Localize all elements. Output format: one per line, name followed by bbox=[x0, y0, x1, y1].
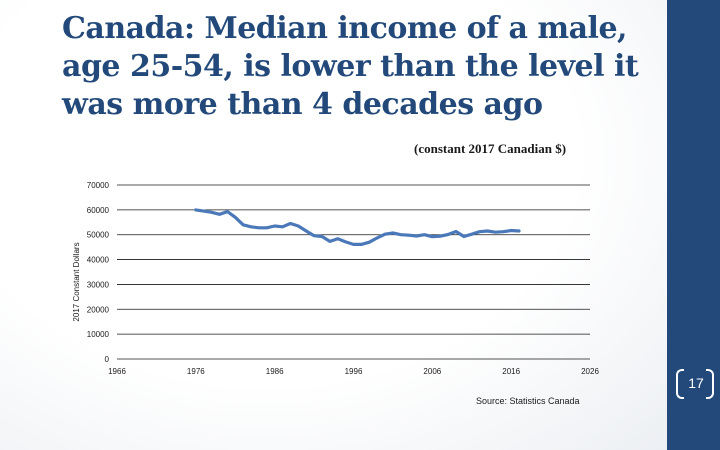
page-number: 17 bbox=[688, 375, 704, 391]
y-tick-label: 60000 bbox=[87, 206, 110, 215]
side-band bbox=[667, 0, 720, 450]
x-tick-label: 1986 bbox=[266, 367, 284, 376]
y-tick-label: 30000 bbox=[87, 280, 110, 289]
y-tick-label: 40000 bbox=[87, 256, 110, 265]
x-tick-labels: 1966 1976 1986 1996 2006 2016 2026 bbox=[108, 367, 599, 376]
source-note: Source: Statistics Canada bbox=[476, 396, 580, 406]
x-tick-label: 1976 bbox=[187, 367, 205, 376]
x-tick-label: 2016 bbox=[502, 367, 520, 376]
chart-subtitle: (constant 2017 Canadian $) bbox=[414, 141, 567, 156]
slide-background bbox=[0, 0, 667, 450]
page-number-badge: 17 bbox=[676, 369, 718, 399]
y-tick-label: 10000 bbox=[87, 330, 110, 339]
y-tick-label: 70000 bbox=[87, 181, 110, 190]
x-tick-label: 1996 bbox=[345, 367, 363, 376]
x-tick-label: 1966 bbox=[108, 367, 126, 376]
series-line bbox=[194, 208, 521, 246]
x-tick-label: 2006 bbox=[423, 367, 441, 376]
y-tick-label: 0 bbox=[105, 355, 110, 364]
series-layer bbox=[194, 208, 521, 246]
x-tick-label: 2026 bbox=[581, 367, 599, 376]
y-tick-label: 50000 bbox=[87, 231, 110, 240]
left-bracket-icon bbox=[676, 369, 684, 399]
y-tick-label: 20000 bbox=[87, 305, 110, 314]
slide-title: Canada: Median income of a male, age 25-… bbox=[62, 11, 639, 122]
right-bracket-icon bbox=[706, 369, 714, 399]
y-axis-label: 2017 Constant Dollars bbox=[72, 242, 81, 321]
gridlines bbox=[117, 184, 590, 360]
y-tick-labels: 0 10000 20000 30000 40000 50000 60000 70000 bbox=[87, 181, 110, 364]
line-chart: 0 10000 20000 30000 40000 50000 60000 70000 196… bbox=[72, 181, 599, 376]
